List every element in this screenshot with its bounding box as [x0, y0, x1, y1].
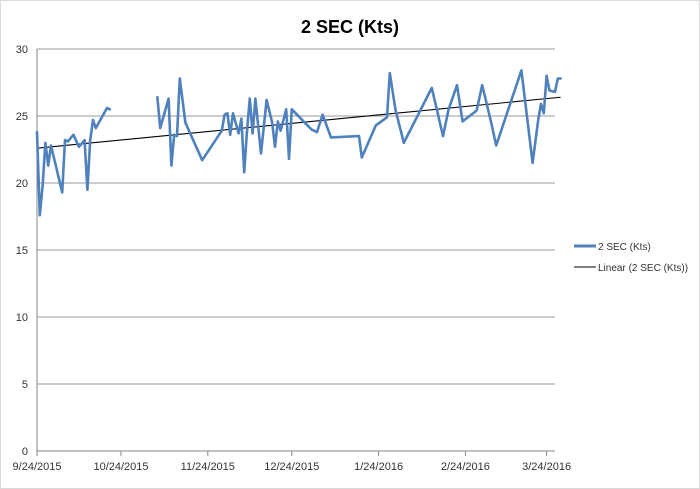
chart-title: 2 SEC (Kts): [301, 17, 399, 37]
x-tick-label: 12/24/2015: [264, 461, 319, 473]
series-line-2-sec-segment-1: [35, 106, 112, 217]
y-tick-label: 20: [16, 178, 28, 190]
y-tick-label: 15: [16, 245, 28, 257]
x-tick-label: 11/24/2015: [181, 461, 235, 473]
y-tick-label: 30: [16, 44, 28, 56]
x-axis-ticks: 9/24/2015 10/24/2015 11/24/2015 12/24/2015 1…: [13, 451, 571, 473]
y-tick-label: 25: [16, 111, 28, 123]
series-line-2-sec-segment-2: [156, 69, 562, 174]
x-tick-label: 9/24/2015: [13, 461, 62, 473]
y-tick-label: 10: [16, 312, 28, 324]
legend: 2 SEC (Kts) Linear (2 SEC (Kts)): [574, 242, 688, 274]
y-axis-ticks: 0 5 10 15 20 25 30: [16, 44, 28, 458]
legend-label-2-sec: 2 SEC (Kts): [598, 242, 651, 253]
x-tick-label: 2/24/2016: [441, 461, 490, 473]
x-tick-label: 1/24/2016: [354, 461, 403, 473]
series-lines: [35, 69, 562, 217]
x-tick-label: 10/24/2015: [93, 461, 148, 473]
y-tick-label: 0: [22, 446, 28, 458]
legend-label-linear: Linear (2 SEC (Kts)): [598, 263, 688, 274]
x-tick-label: 3/24/2016: [522, 461, 571, 473]
trendline-linear: [36, 96, 561, 149]
y-tick-label: 5: [22, 379, 28, 391]
